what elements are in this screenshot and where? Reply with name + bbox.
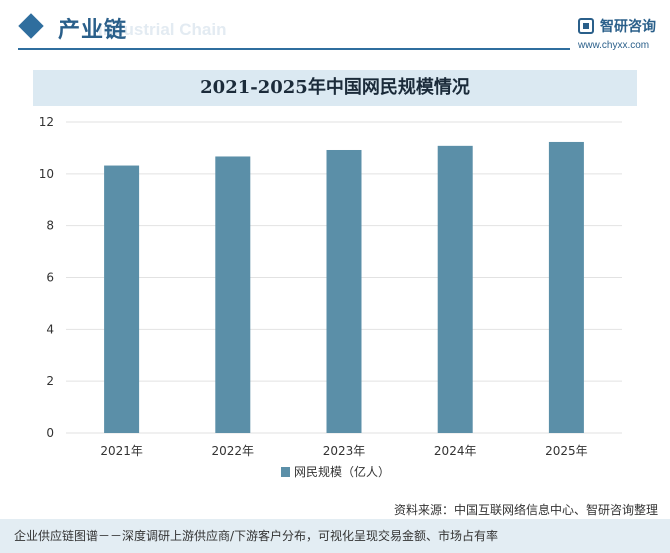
- y-tick-label: 4: [46, 322, 54, 336]
- y-tick-label: 8: [46, 219, 54, 233]
- bar: [548, 141, 584, 433]
- x-tick-label: 2024年: [434, 444, 477, 458]
- y-tick-label: 10: [39, 167, 54, 181]
- legend-swatch: [281, 467, 290, 477]
- legend-label: 网民规模（亿人）: [294, 464, 390, 479]
- footer-caption: 企业供应链图谱－－深度调研上游供应商/下游客户分布，可视化呈现交易金额、市场占有…: [14, 529, 499, 543]
- page-title: 产业链: [58, 18, 128, 43]
- header: Industrial Chain 产业链 智研咨询 www.chyxx.com: [0, 0, 670, 56]
- y-tick-label: 6: [46, 271, 54, 285]
- brand-logo: 智研咨询 www.chyxx.com: [578, 16, 664, 56]
- header-subtitle: Industrial Chain: [98, 20, 227, 39]
- y-tick-label: 2: [46, 374, 54, 388]
- bar: [104, 165, 140, 433]
- logo-name: 智研咨询: [600, 19, 656, 35]
- bar: [326, 149, 362, 434]
- header-divider: [18, 48, 570, 50]
- diamond-icon: [18, 13, 44, 39]
- x-tick-label: 2022年: [212, 444, 255, 458]
- bar: [437, 145, 473, 434]
- bar-chart: 0 2 4 6 8 10 12 2021年 2022年 2023年 2024年 2025年网民规模（亿…: [39, 115, 622, 479]
- source-note: 资料来源：中国互联网络信息中心、智研咨询整理: [393, 503, 658, 517]
- chart-title-band: 2021-2025年中国网民规模情况: [33, 70, 637, 106]
- y-tick-label: 0: [46, 426, 54, 440]
- y-tick-label: 12: [39, 115, 54, 129]
- footer-bar: 企业供应链图谱－－深度调研上游供应商/下游客户分布，可视化呈现交易金额、市场占有…: [0, 519, 670, 553]
- bar: [215, 156, 251, 433]
- x-tick-label: 2025年: [545, 444, 588, 458]
- chart-title: 2021-2025年中国网民规模情况: [200, 77, 470, 98]
- x-tick-label: 2021年: [100, 444, 143, 458]
- x-tick-label: 2023年: [323, 444, 366, 458]
- logo-icon: [578, 18, 594, 34]
- logo-url: www.chyxx.com: [578, 40, 650, 51]
